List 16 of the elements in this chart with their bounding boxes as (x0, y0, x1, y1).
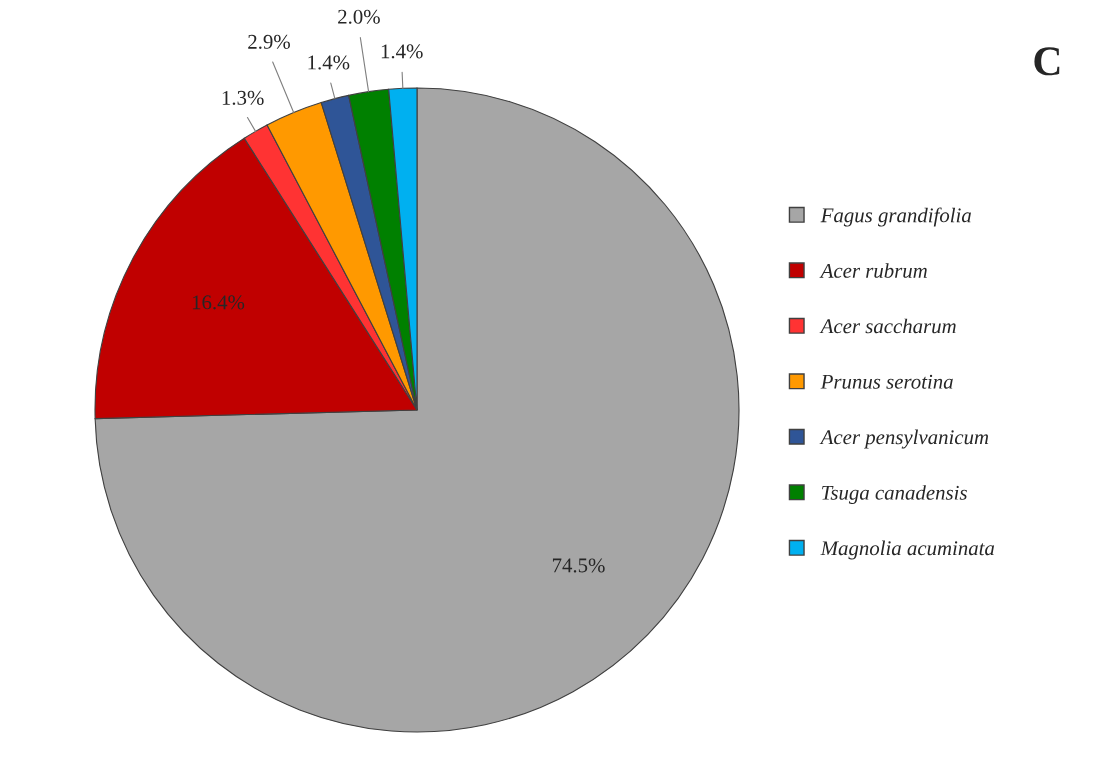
text: C (1034, 47, 1060, 76)
legend-label: Acer pensylvanicum (819, 429, 989, 449)
legend-label: Acer rubrum (819, 263, 927, 278)
pie-slice (94, 87, 740, 733)
data-label: 2.0% (338, 9, 380, 24)
legend-label: Acer saccharum (819, 318, 956, 334)
data-label: 1.3% (222, 90, 264, 105)
data-label: 1.4% (381, 44, 423, 59)
data-label: 1.4% (308, 55, 350, 70)
data-label: 74.5% (552, 558, 605, 573)
legend-label: Prunus serotina (820, 374, 953, 389)
data-label: 2.9% (248, 34, 290, 49)
legend-label: Magnolia acuminata (820, 540, 995, 560)
legend-label: Tsuga canadensis (822, 485, 967, 505)
data-label: 16.4% (192, 295, 245, 310)
legend-label: Fagus grandifolia (820, 207, 971, 227)
